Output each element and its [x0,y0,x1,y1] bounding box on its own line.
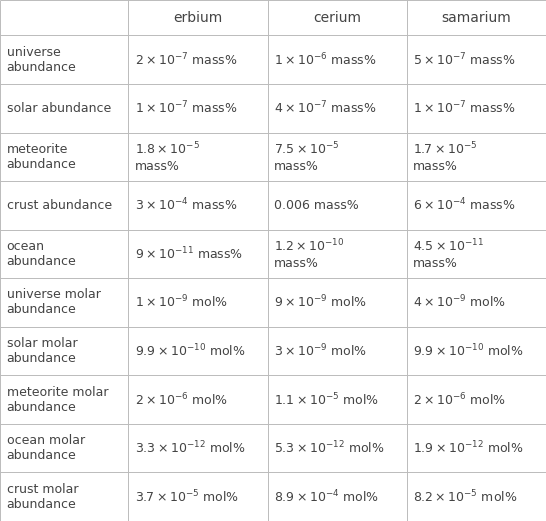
Text: $1\times10^{-7}$ mass%: $1\times10^{-7}$ mass% [413,100,516,117]
Text: cerium: cerium [313,11,361,24]
Text: $9\times10^{-11}$ mass%: $9\times10^{-11}$ mass% [135,245,243,262]
Text: ocean molar
abundance: ocean molar abundance [7,434,85,462]
Text: $7.5\times10^{-5}$
mass%: $7.5\times10^{-5}$ mass% [274,141,340,172]
Text: $4\times10^{-7}$ mass%: $4\times10^{-7}$ mass% [274,100,377,117]
Text: $8.2\times10^{-5}$ mol%: $8.2\times10^{-5}$ mol% [413,488,518,505]
Text: crust abundance: crust abundance [7,199,112,212]
Text: meteorite molar
abundance: meteorite molar abundance [7,386,108,414]
Text: solar abundance: solar abundance [7,102,111,115]
Text: universe molar
abundance: universe molar abundance [7,289,100,316]
Text: crust molar
abundance: crust molar abundance [7,483,78,511]
Text: $1.2\times10^{-10}$
mass%: $1.2\times10^{-10}$ mass% [274,238,345,270]
Text: $8.9\times10^{-4}$ mol%: $8.9\times10^{-4}$ mol% [274,488,379,505]
Text: $9.9\times10^{-10}$ mol%: $9.9\times10^{-10}$ mol% [135,343,246,359]
Text: $3.3\times10^{-12}$ mol%: $3.3\times10^{-12}$ mol% [135,440,246,456]
Text: universe
abundance: universe abundance [7,46,76,73]
Text: $3\times10^{-4}$ mass%: $3\times10^{-4}$ mass% [135,197,238,214]
Text: $1\times10^{-9}$ mol%: $1\times10^{-9}$ mol% [135,294,228,311]
Text: meteorite
abundance: meteorite abundance [7,143,76,171]
Text: $1\times10^{-7}$ mass%: $1\times10^{-7}$ mass% [135,100,238,117]
Text: solar molar
abundance: solar molar abundance [7,337,77,365]
Text: $3.7\times10^{-5}$ mol%: $3.7\times10^{-5}$ mol% [135,488,239,505]
Text: $1.7\times10^{-5}$
mass%: $1.7\times10^{-5}$ mass% [413,141,478,172]
Text: $2\times10^{-6}$ mol%: $2\times10^{-6}$ mol% [135,391,228,408]
Text: $5\times10^{-7}$ mass%: $5\times10^{-7}$ mass% [413,52,516,68]
Text: $1.9\times10^{-12}$ mol%: $1.9\times10^{-12}$ mol% [413,440,524,456]
Text: $5.3\times10^{-12}$ mol%: $5.3\times10^{-12}$ mol% [274,440,385,456]
Text: $6\times10^{-4}$ mass%: $6\times10^{-4}$ mass% [413,197,516,214]
Text: samarium: samarium [442,11,511,24]
Text: $1.8\times10^{-5}$
mass%: $1.8\times10^{-5}$ mass% [135,141,200,172]
Text: $3\times10^{-9}$ mol%: $3\times10^{-9}$ mol% [274,343,367,359]
Text: $2\times10^{-6}$ mol%: $2\times10^{-6}$ mol% [413,391,507,408]
Text: $2\times10^{-7}$ mass%: $2\times10^{-7}$ mass% [135,52,238,68]
Text: ocean
abundance: ocean abundance [7,240,76,268]
Text: $1.1\times10^{-5}$ mol%: $1.1\times10^{-5}$ mol% [274,391,379,408]
Text: $9.9\times10^{-10}$ mol%: $9.9\times10^{-10}$ mol% [413,343,524,359]
Text: 0.006 mass%: 0.006 mass% [274,199,359,212]
Text: erbium: erbium [173,11,223,24]
Text: $4\times10^{-9}$ mol%: $4\times10^{-9}$ mol% [413,294,507,311]
Text: $1\times10^{-6}$ mass%: $1\times10^{-6}$ mass% [274,52,377,68]
Text: $9\times10^{-9}$ mol%: $9\times10^{-9}$ mol% [274,294,367,311]
Text: $4.5\times10^{-11}$
mass%: $4.5\times10^{-11}$ mass% [413,238,484,270]
